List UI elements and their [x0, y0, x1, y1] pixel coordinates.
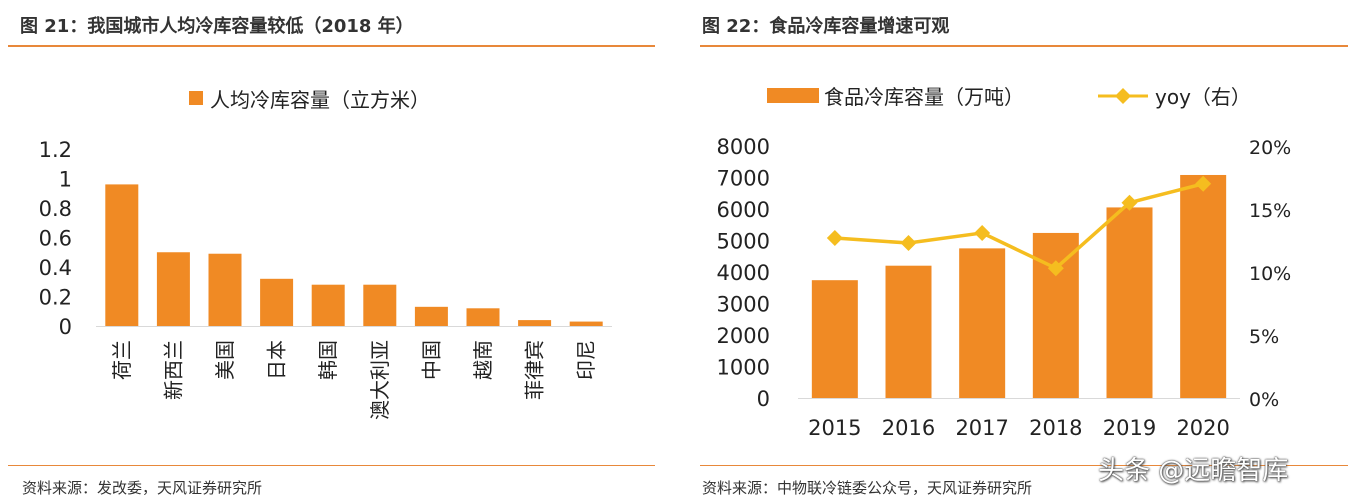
- x-tick-label: 韩国: [316, 340, 340, 380]
- x-tick-label: 2015: [808, 416, 861, 440]
- y-tick-label: 0.8: [39, 197, 72, 221]
- y-tick-label: 0: [59, 315, 72, 339]
- y-left-tick-label: 1000: [717, 356, 770, 380]
- source-note: 资料来源：发改委，天风证券研究所: [22, 479, 263, 497]
- y-tick-label: 0.4: [39, 256, 72, 280]
- bar: [414, 306, 448, 326]
- figure-22: 图 22：食品冷库容量增速可观 食品冷库容量（万吨） yoy（右） 0 1000 200…: [700, 0, 1363, 503]
- figure-title: 图 21：我国城市人均冷库容量较低（2018 年）: [20, 16, 414, 37]
- y-right-tick-label: 20%: [1249, 137, 1291, 159]
- x-tick-label: 2016: [882, 416, 935, 440]
- y-left-tick-label: 2000: [717, 324, 770, 348]
- legend-swatch: [189, 91, 203, 105]
- bar: [569, 321, 603, 326]
- y-tick-label: 0.6: [39, 227, 72, 251]
- yoy-point: [1047, 260, 1064, 277]
- y-left-tick-label: 4000: [717, 261, 770, 285]
- x-tick-label: 越南: [471, 340, 495, 380]
- y-tick-label: 0.2: [39, 286, 72, 310]
- y-right-tick-label: 10%: [1249, 263, 1291, 285]
- legend-label: 人均冷库容量（立方米）: [210, 88, 430, 112]
- y-right-tick-label: 0%: [1249, 389, 1279, 411]
- x-tick-label: 2018: [1029, 416, 1082, 440]
- x-tick-label: 荷兰: [110, 340, 134, 380]
- y-right-tick-label: 5%: [1249, 326, 1279, 348]
- y-left-tick-label: 6000: [717, 198, 770, 222]
- y-left-tick-label: 0: [757, 387, 770, 411]
- source-rule: [8, 465, 655, 466]
- x-tick-label: 日本: [265, 340, 289, 380]
- bar: [363, 284, 397, 326]
- y-left-tick-label: 5000: [717, 230, 770, 254]
- y-left-tick-label: 8000: [717, 135, 770, 159]
- per-capita-cold-storage-chart: 人均冷库容量（立方米） 1.2 1 0.8 0.6 0.4 0.2 0 荷兰 新西兰 美国 日本 韩国澳…: [39, 88, 612, 420]
- legend-label: yoy（右）: [1155, 85, 1251, 109]
- source-rule: [700, 465, 1348, 466]
- y-left-tick-label: 7000: [717, 167, 770, 191]
- x-tick-label: 中国: [419, 340, 443, 380]
- yoy-point: [1121, 194, 1138, 211]
- bar: [811, 280, 858, 398]
- figure-21: 图 21：我国城市人均冷库容量较低（2018 年） 人均冷库容量（立方米） 1.2…: [0, 0, 662, 503]
- title-rule: [700, 45, 1348, 47]
- yoy-point: [826, 229, 843, 246]
- x-tick-label: 菲律宾: [523, 340, 547, 400]
- bar: [311, 284, 345, 326]
- source-note: 资料来源：中物联冷链委公众号，天风证券研究所: [702, 479, 1033, 497]
- x-tick-label: 新西兰: [161, 340, 185, 400]
- y-left-tick-label: 3000: [717, 293, 770, 317]
- figure-title: 图 22：食品冷库容量增速可观: [702, 16, 950, 37]
- x-tick-label: 澳大利亚: [368, 340, 392, 420]
- title-rule: [8, 45, 655, 47]
- bar: [518, 320, 552, 326]
- bar: [105, 184, 139, 326]
- yoy-point: [974, 224, 991, 241]
- x-tick-label: 印尼: [574, 340, 598, 380]
- x-tick-label: 2019: [1103, 416, 1156, 440]
- bar: [1180, 174, 1227, 398]
- food-cold-storage-chart: 食品冷库容量（万吨） yoy（右） 0 1000 2000 3000 4000 5000 600…: [717, 85, 1292, 440]
- bar: [466, 308, 500, 326]
- bar: [208, 253, 242, 326]
- legend-label: 食品冷库容量（万吨）: [824, 85, 1024, 109]
- x-tick-label: 2020: [1176, 416, 1229, 440]
- yoy-point: [900, 235, 917, 252]
- yoy-line: [834, 182, 1204, 270]
- bar: [1106, 207, 1153, 398]
- x-tick-label: 美国: [213, 340, 237, 380]
- bar: [885, 265, 932, 398]
- bar: [156, 252, 190, 326]
- legend-swatch-bar: [767, 88, 819, 103]
- bar: [260, 278, 294, 326]
- y-right-tick-label: 15%: [1249, 200, 1291, 222]
- watermark: 头条 @远瞻智库: [1098, 456, 1289, 486]
- bar: [959, 248, 1006, 398]
- y-tick-label: 1.2: [39, 138, 72, 162]
- yoy-point: [1195, 175, 1212, 192]
- bar: [1032, 232, 1079, 398]
- y-tick-label: 1: [59, 168, 72, 192]
- legend-marker: [1115, 88, 1131, 104]
- x-tick-label: 2017: [955, 416, 1008, 440]
